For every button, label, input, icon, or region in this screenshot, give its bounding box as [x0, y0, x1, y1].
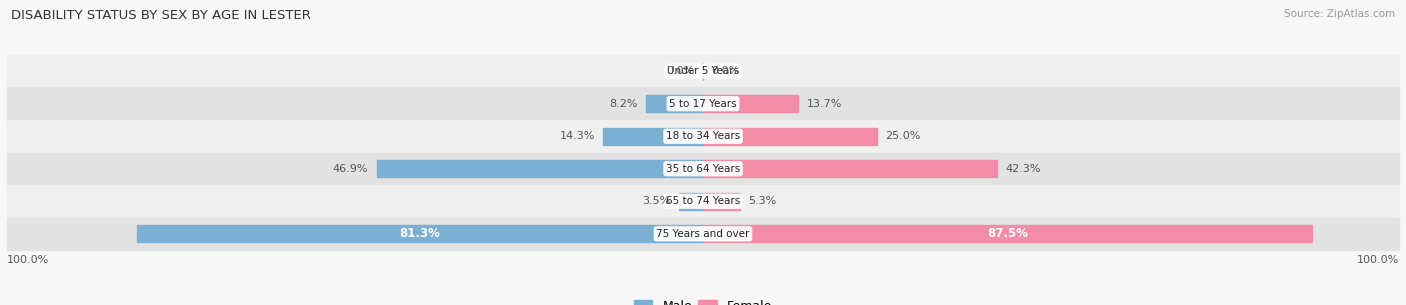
Bar	[7, 185, 1399, 217]
Text: 65 to 74 Years: 65 to 74 Years	[666, 196, 740, 206]
Text: 100.0%: 100.0%	[7, 255, 49, 265]
Text: 0.0%: 0.0%	[666, 66, 695, 76]
Text: 75 Years and over: 75 Years and over	[657, 229, 749, 239]
Text: Under 5 Years: Under 5 Years	[666, 66, 740, 76]
Text: 18 to 34 Years: 18 to 34 Years	[666, 131, 740, 141]
Text: 3.5%: 3.5%	[643, 196, 671, 206]
Bar	[7, 120, 1399, 152]
Text: DISABILITY STATUS BY SEX BY AGE IN LESTER: DISABILITY STATUS BY SEX BY AGE IN LESTE…	[11, 9, 311, 22]
Text: 5 to 17 Years: 5 to 17 Years	[669, 99, 737, 109]
Text: 25.0%: 25.0%	[886, 131, 921, 141]
Text: 35 to 64 Years: 35 to 64 Years	[666, 164, 740, 174]
Bar	[703, 95, 799, 112]
Text: 46.9%: 46.9%	[333, 164, 368, 174]
Bar	[7, 55, 1399, 88]
Bar	[377, 160, 703, 177]
Bar	[703, 225, 1312, 242]
Text: 5.3%: 5.3%	[748, 196, 776, 206]
Text: 13.7%: 13.7%	[807, 99, 842, 109]
Bar	[679, 193, 703, 210]
Text: 14.3%: 14.3%	[560, 131, 595, 141]
Text: 100.0%: 100.0%	[1357, 255, 1399, 265]
Bar	[645, 95, 703, 112]
Text: 0.0%: 0.0%	[711, 66, 740, 76]
Text: 81.3%: 81.3%	[399, 227, 440, 240]
Bar	[603, 128, 703, 145]
Text: 87.5%: 87.5%	[987, 227, 1028, 240]
Bar	[138, 225, 703, 242]
Bar	[7, 217, 1399, 250]
Bar	[7, 152, 1399, 185]
Bar	[7, 88, 1399, 120]
Text: 8.2%: 8.2%	[609, 99, 637, 109]
Bar	[703, 160, 997, 177]
Bar	[703, 193, 740, 210]
Legend: Male, Female: Male, Female	[628, 295, 778, 305]
Bar	[703, 128, 877, 145]
Text: 42.3%: 42.3%	[1005, 164, 1042, 174]
Text: Source: ZipAtlas.com: Source: ZipAtlas.com	[1284, 9, 1395, 19]
